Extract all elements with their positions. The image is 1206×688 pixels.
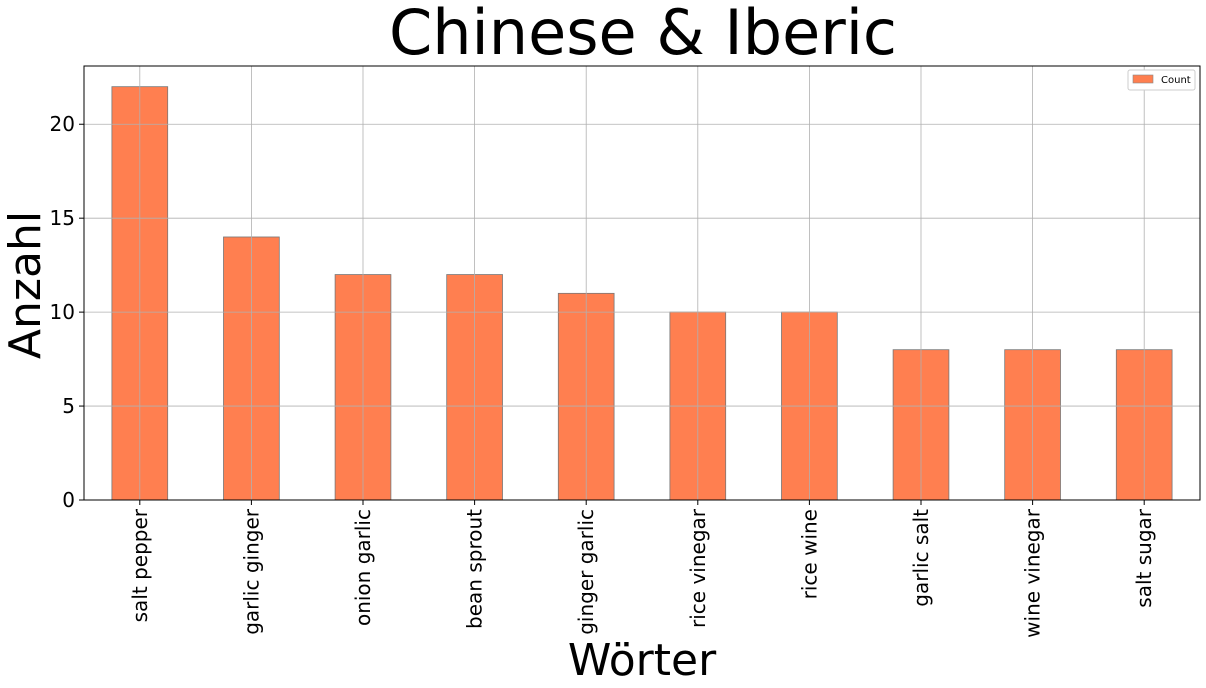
y-tick-label: 20 [50, 112, 75, 136]
grid [84, 66, 1200, 501]
x-tick-label: onion garlic [351, 509, 375, 626]
x-tick-label: garlic salt [909, 509, 933, 607]
y-tick-label: 15 [50, 206, 75, 230]
legend-label-count: Count [1161, 75, 1191, 86]
legend: Count [1127, 69, 1196, 91]
x-axis-ticks: salt pepper garlic ginger onion garlic bean… [128, 500, 1156, 638]
plot-frame [83, 65, 1201, 501]
legend-swatch-count [1132, 74, 1154, 84]
x-tick-label: wine vinegar [1021, 508, 1045, 638]
y-axis-ticks: 0 5 10 15 20 [50, 112, 84, 512]
x-tick-label: rice wine [797, 509, 821, 599]
y-tick-label: 0 [62, 488, 75, 512]
bars [111, 86, 1173, 501]
chart-title: Chinese & Iberic [389, 0, 897, 69]
y-tick-label: 10 [50, 300, 75, 324]
y-axis-title: Anzahl [0, 211, 51, 359]
y-tick-label: 5 [62, 394, 75, 418]
x-tick-label: salt pepper [128, 508, 152, 622]
x-axis-title: Wörter [568, 635, 717, 686]
x-tick-label: rice vinegar [686, 508, 710, 628]
x-tick-label: garlic ginger [239, 508, 263, 635]
x-tick-label: ginger garlic [574, 509, 598, 635]
x-tick-label: salt sugar [1132, 508, 1156, 607]
x-tick-label: bean sprout [463, 509, 487, 629]
